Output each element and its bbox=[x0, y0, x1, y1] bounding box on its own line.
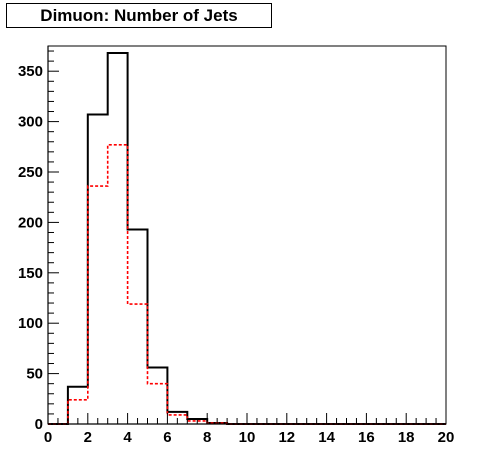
x-tick-label: 8 bbox=[203, 429, 211, 446]
x-tick-label: 12 bbox=[278, 429, 295, 446]
series-layer bbox=[48, 52, 446, 425]
y-tick-label: 200 bbox=[18, 214, 43, 231]
y-tick-label: 150 bbox=[18, 265, 43, 282]
x-tick-label: 10 bbox=[239, 429, 256, 446]
x-tick-label: 18 bbox=[398, 429, 415, 446]
y-tick-label: 0 bbox=[35, 416, 43, 433]
y-tick-label: 300 bbox=[18, 114, 43, 131]
chart-title: Dimuon: Number of Jets bbox=[6, 3, 272, 28]
x-tick-label: 14 bbox=[318, 429, 335, 446]
x-tick-label: 0 bbox=[44, 429, 52, 446]
y-tick-label: 250 bbox=[18, 164, 43, 181]
y-tick-label: 350 bbox=[18, 63, 43, 80]
y-tick-label: 100 bbox=[18, 315, 43, 332]
x-tick-label: 20 bbox=[438, 429, 455, 446]
y-tick-label: 50 bbox=[26, 366, 43, 383]
x-tick-label: 4 bbox=[123, 429, 132, 446]
histogram-series-0 bbox=[48, 52, 446, 425]
x-tick-label: 6 bbox=[163, 429, 171, 446]
histogram-series-1 bbox=[48, 143, 446, 425]
x-tick-label: 16 bbox=[358, 429, 375, 446]
x-tick-label: 2 bbox=[84, 429, 92, 446]
